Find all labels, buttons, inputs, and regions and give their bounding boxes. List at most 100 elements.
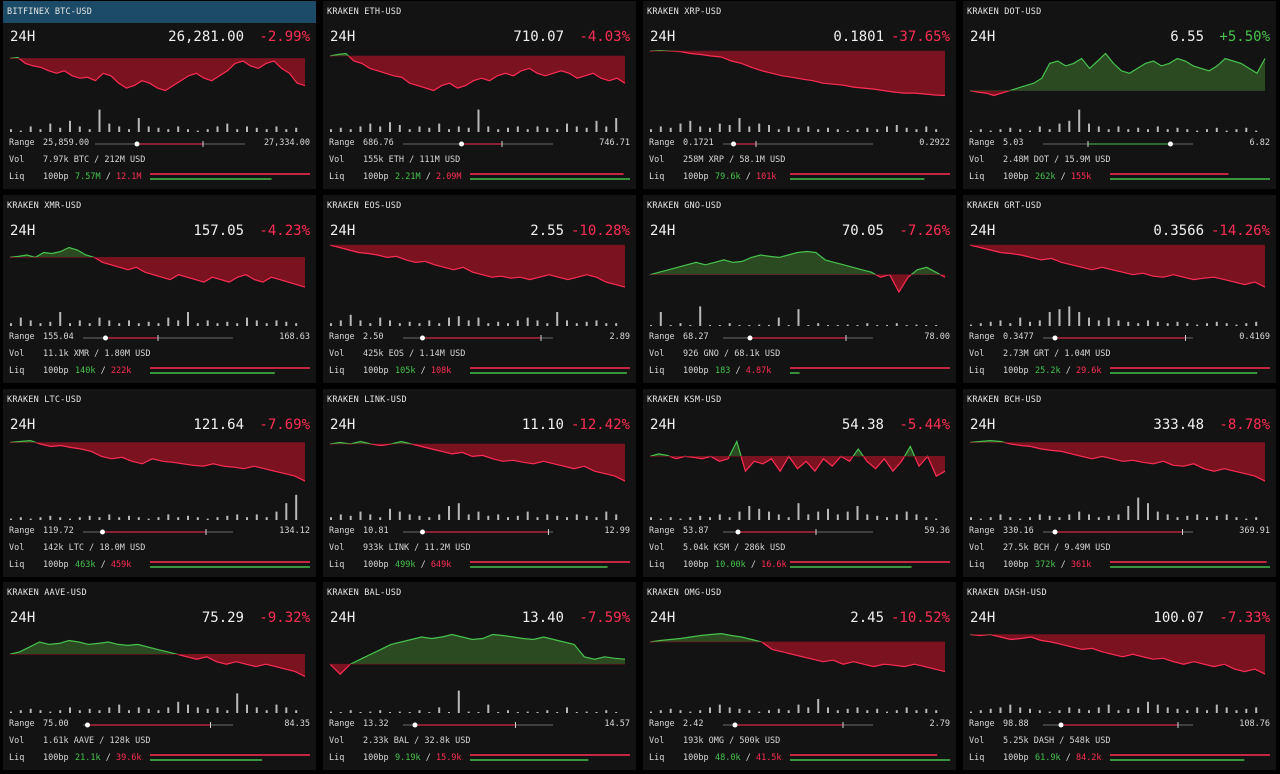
ticker-tile-gno-usd[interactable]: KRAKEN GNO-USD 24H 70.05 -7.26% Range 68.27 78… [643,195,956,383]
tile-header[interactable]: KRAKEN OMG-USD [647,588,722,598]
liquidity-separator: / [1060,753,1076,763]
tile-header[interactable]: KRAKEN XRP-USD [647,7,722,17]
volume-bar [915,324,918,326]
liquidity-values: 2.21M / 2.09M [395,172,462,182]
tile-header[interactable]: KRAKEN DASH-USD [967,588,1047,598]
ticker-tile-xmr-usd[interactable]: KRAKEN XMR-USD 24H 157.05 -4.23% Range 155.04… [3,195,316,383]
volume-bar [1166,323,1169,326]
volume-bar [709,517,711,520]
ticker-tile-omg-usd[interactable]: KRAKEN OMG-USD 24H 2.45 -10.52% Range 2.42 2.7… [643,582,956,770]
volume-bar [265,129,268,132]
volume-bar [398,125,401,132]
tile-header[interactable]: KRAKEN GNO-USD [647,201,722,211]
volume-bar [669,708,672,713]
price-sparkline [970,439,1266,482]
volume-bar [408,321,411,326]
ticker-tile-grt-usd[interactable]: KRAKEN GRT-USD 24H 0.3566 -14.26% Range 0.347… [963,195,1276,383]
volume-bar [1127,129,1130,132]
tile-header[interactable]: KRAKEN DOT-USD [967,7,1042,17]
volume-bar [29,126,32,132]
volume-bar [516,712,519,713]
volume-bar [369,514,372,520]
ticker-tile-ltc-usd[interactable]: KRAKEN LTC-USD 24H 121.64 -7.69% Range 119.72… [3,389,316,577]
volume-bar [689,325,692,326]
ticker-tile-dot-usd[interactable]: KRAKEN DOT-USD 24H 6.55 +5.50% Range 5.03 6.82… [963,1,1276,189]
liquidity-bar [470,754,630,761]
ticker-tile-aave-usd[interactable]: KRAKEN AAVE-USD 24H 75.29 -9.32% Range 75.00 8… [3,582,316,770]
price-sparkline [330,633,626,675]
tile-header[interactable]: BITFINEX BTC-USD [3,1,316,23]
volume-bar [1097,126,1100,132]
tile-header[interactable]: KRAKEN BCH-USD [967,395,1042,405]
liquidity-values: 79.6k / 101k [715,172,776,182]
change-percent: -4.23% [259,223,310,239]
volume-bar [246,126,248,132]
volume-bar [226,710,229,713]
ticker-tile-xrp-usd[interactable]: KRAKEN XRP-USD 24H 0.1801 -37.65% Range 0.172… [643,1,956,189]
volume-bar [1206,129,1208,132]
volume-bar [777,317,780,326]
last-price: 26,281.00 [168,29,244,45]
volume-bar [265,517,268,520]
volume-bar [275,511,278,520]
liquidity-ask: 15.9k [435,753,462,763]
liquidity-separator: / [420,172,436,182]
ticker-tile-bch-usd[interactable]: KRAKEN BCH-USD 24H 333.48 -8.78% Range 330.16… [963,389,1276,577]
tile-header[interactable]: KRAKEN ETH-USD [327,7,402,17]
volume-base: 155k ETH [363,155,404,165]
liquidity-bid: 183 [715,366,731,376]
sparkline-line-down [970,442,1266,482]
volume-bar [507,710,509,713]
volume-bar [1107,129,1110,132]
volume-bar [787,517,790,520]
volume-bar [516,126,519,132]
range-bar [1043,141,1193,147]
volume-bar [935,518,938,520]
ticker-tile-btc-usd[interactable]: BITFINEX BTC-USD 24H 26,281.00 -2.99% Range 2… [3,1,316,189]
tile-header[interactable]: KRAKEN KSM-USD [647,395,722,405]
volume-bar [679,710,682,713]
range-low: 330.16 [1003,526,1034,536]
tile-header[interactable]: KRAKEN LTC-USD [7,395,82,405]
range-low: 75.00 [43,719,69,729]
volume-bar [1038,320,1041,326]
volume-bar [595,120,598,132]
liquidity-separator: / [100,753,116,763]
volume-bar [846,130,849,132]
ticker-tile-bal-usd[interactable]: KRAKEN BAL-USD 24H 13.40 -7.59% Range 13.32 14… [323,582,636,770]
volume-bar [1235,710,1238,713]
volume-bar [467,514,470,520]
volume-bar [566,320,568,326]
range-label: Range [329,138,355,148]
volume-bar [876,515,879,520]
volume-bar [1038,514,1041,520]
ticker-tile-eth-usd[interactable]: KRAKEN ETH-USD 24H 710.07 -4.03% Range 686.76… [323,1,636,189]
volume-quote: 500k USD [739,736,781,746]
tile-header[interactable]: KRAKEN GRT-USD [967,201,1042,211]
ticker-tile-dash-usd[interactable]: KRAKEN DASH-USD 24H 100.07 -7.33% Range 98.88… [963,582,1276,770]
volume-bar [876,708,879,713]
ticker-tile-link-usd[interactable]: KRAKEN LINK-USD 24H 11.10 -12.42% Range 10.81… [323,389,636,577]
period-label: 24H [330,417,356,433]
ticker-tile-eos-usd[interactable]: KRAKEN EOS-USD 24H 2.55 -10.28% Range 2.50 2.8… [323,195,636,383]
volume-bar [758,324,761,326]
period-label: 24H [650,610,676,626]
tile-header[interactable]: KRAKEN BAL-USD [327,588,402,598]
ticker-tile-ksm-usd[interactable]: KRAKEN KSM-USD 24H 54.38 -5.44% Range 53.87 59… [643,389,956,577]
volume-row: Vol 425k EOS / 1.14M USD [329,349,465,359]
volume-bar [866,710,869,713]
volume-bar [970,517,972,520]
tile-header[interactable]: KRAKEN LINK-USD [327,395,407,405]
tile-header[interactable]: KRAKEN EOS-USD [327,201,402,211]
volume-bar [339,712,342,713]
liquidity-values: 262k / 155k [1035,172,1091,182]
volume-bar [167,317,170,326]
volume-bar [970,711,972,713]
volume-bar [1255,321,1258,326]
tile-header[interactable]: KRAKEN XMR-USD [7,201,82,211]
volume-bar [817,699,820,713]
tile-header[interactable]: KRAKEN AAVE-USD [7,588,87,598]
volume-bar [536,126,539,132]
liquidity-label: Liq [649,172,665,182]
volume-bar [895,514,898,520]
